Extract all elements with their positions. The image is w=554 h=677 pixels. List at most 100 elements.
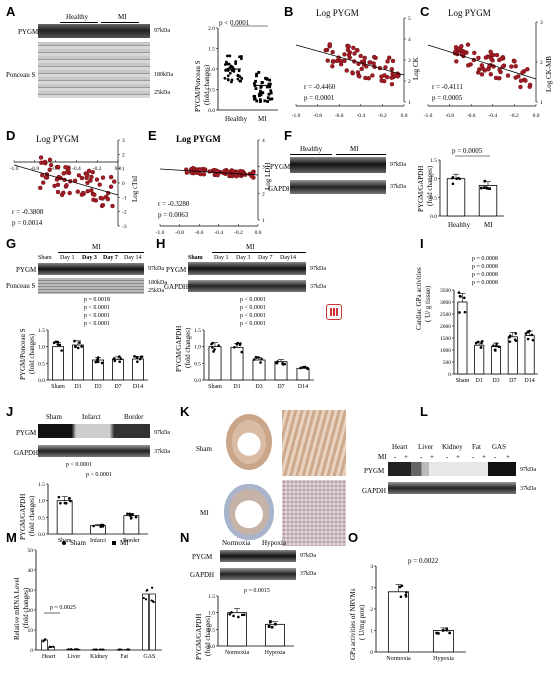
data-point: [525, 67, 530, 72]
sign: -: [394, 453, 397, 461]
scatter-d-x-tick-label: -0.4: [72, 166, 81, 172]
data-point: [385, 74, 390, 80]
data-point: [98, 648, 102, 651]
scatter-b-y-tick-label: 1: [408, 100, 411, 106]
x-tick-label: Sham: [51, 384, 65, 390]
row-label-pygm: PYGM: [16, 429, 37, 437]
data-point: [330, 49, 335, 55]
western-blot-pygm: [38, 24, 150, 38]
y-tick-label: 500: [443, 360, 452, 366]
group-label-mi: MI: [118, 13, 127, 21]
data-point: [101, 648, 105, 651]
data-point: [242, 613, 246, 617]
data-point: [85, 180, 90, 186]
western-blot-pygm: [38, 424, 150, 438]
data-point: [370, 73, 375, 78]
x-tick-label: D1: [74, 384, 81, 390]
data-point: [474, 341, 478, 345]
header-mi: MI: [92, 243, 101, 251]
ylabel2-a: (fold changes): [203, 64, 211, 105]
data-point: [359, 66, 364, 72]
data-point: [79, 175, 85, 181]
western-blot-gapdh: [220, 568, 296, 580]
r-value-e: r = -0.3280: [158, 200, 190, 208]
data-point: [491, 52, 496, 58]
data-point: [357, 74, 362, 79]
sign: +: [482, 453, 486, 461]
data-point: [61, 190, 66, 195]
data-point: [67, 497, 71, 500]
scatter-d-x-tick-label: -0.6: [51, 166, 60, 172]
data-point: [112, 179, 117, 184]
panel-label-h: H: [156, 236, 166, 251]
data-point: [57, 495, 61, 499]
data-point: [451, 176, 454, 180]
scatter-e-y-tick-label: 1: [262, 218, 265, 224]
panel-label-g: G: [6, 236, 17, 251]
data-point: [126, 648, 129, 651]
data-point: [100, 202, 106, 208]
x-tick-label: D1: [476, 378, 483, 384]
data-point: [119, 648, 122, 651]
data-point: [472, 50, 477, 56]
y-tick-label: 30: [28, 588, 34, 594]
data-point: [73, 339, 76, 343]
western-blot-pygm: [388, 462, 516, 476]
data-point: [448, 631, 451, 635]
data-point: [373, 55, 378, 61]
x-tick-label: Normoxia: [225, 650, 250, 656]
data-point: [306, 366, 309, 370]
data-point: [63, 164, 68, 170]
r-value-c: r = -0.4111: [432, 83, 463, 91]
data-point: [119, 357, 123, 361]
data-point: [368, 60, 373, 65]
scatter-e-y-tick-label: 2: [262, 191, 265, 197]
x-tick-label: Fat: [120, 654, 128, 660]
y-tick-label: 0.0: [38, 378, 45, 384]
data-point: [482, 186, 486, 190]
data-point: [483, 55, 489, 60]
data-point: [259, 98, 262, 102]
scatter-c-y-tick-label: 3: [540, 20, 543, 26]
y-tick-label: 0.5: [208, 88, 215, 94]
y-tick-label: 1500: [440, 336, 451, 342]
p-value-a: p < 0.0001: [219, 19, 250, 27]
calculator-icon[interactable]: [326, 304, 342, 320]
data-point: [457, 176, 460, 180]
data-point: [342, 52, 347, 57]
group-label-infarct: Infarct: [82, 413, 101, 421]
x-tick-label: D7: [509, 378, 516, 384]
marker-37: 37kDa: [154, 449, 170, 455]
x-tick-label: D3: [255, 384, 262, 390]
y-tick-label: 2000: [440, 324, 451, 330]
group-line: [101, 22, 139, 23]
data-point: [355, 70, 361, 75]
ylabel2-i: ( U/ g tissue): [424, 285, 432, 322]
sign: +: [404, 453, 408, 461]
data-point: [458, 294, 462, 298]
data-point: [499, 56, 504, 62]
panel-label-f: F: [284, 128, 292, 143]
data-point: [52, 341, 56, 345]
data-point: [85, 172, 90, 178]
ylabel-j: PYGM/GAPDH: [19, 493, 27, 540]
data-point: [42, 159, 48, 165]
data-point: [64, 183, 69, 188]
marker-25: 25kDa: [154, 90, 170, 96]
data-point: [228, 71, 232, 75]
y-tick-label: 50: [28, 548, 34, 554]
data-point: [112, 357, 116, 360]
scatter-b-y-tick-label: 4: [408, 37, 411, 43]
data-point: [92, 648, 96, 651]
scatter-e-x-tick-label: -0.4: [214, 230, 223, 236]
scatter-title-c: Log PYGM: [448, 8, 491, 18]
data-point: [508, 340, 512, 343]
data-point: [232, 614, 235, 618]
western-blot-gapdh: [188, 280, 306, 292]
y-tick-label: 1.5: [208, 594, 215, 600]
sign: +: [456, 453, 460, 461]
legend-sham: Sham: [70, 539, 86, 547]
data-point: [101, 523, 105, 527]
bar: [252, 359, 266, 381]
p-value-c: p = 0.0005: [432, 94, 463, 102]
